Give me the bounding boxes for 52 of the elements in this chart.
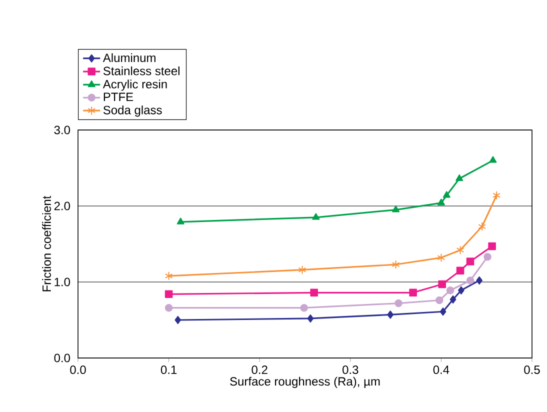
point xyxy=(174,316,182,324)
point xyxy=(392,206,400,212)
point xyxy=(450,295,456,304)
x-tick-label: 0.3 xyxy=(342,366,358,374)
point xyxy=(489,156,497,163)
point xyxy=(435,296,444,304)
point xyxy=(300,304,308,312)
point xyxy=(394,299,402,308)
point xyxy=(176,218,184,224)
point xyxy=(456,246,464,255)
legend-label: Stainless steel xyxy=(103,66,180,76)
point xyxy=(488,242,496,250)
y-tick-label: 3.0 xyxy=(54,126,70,134)
y-tick-label: 0.0 xyxy=(54,354,70,362)
y-tick-label: 1.0 xyxy=(54,278,70,286)
x-tick-label: 0.4 xyxy=(433,366,450,374)
point xyxy=(164,290,173,298)
y-tick-label: 2.0 xyxy=(54,202,70,210)
legend-label: Aluminum xyxy=(102,53,156,62)
legend-label: Soda glass xyxy=(103,106,162,117)
x-tick-label: 0.1 xyxy=(160,366,177,374)
x-axis-title: Surface roughness (Ra), µm xyxy=(230,376,380,388)
legend-label: Acrylic resin xyxy=(102,80,167,91)
point xyxy=(164,304,173,312)
point xyxy=(312,213,320,220)
x-tick-label: 0.5 xyxy=(524,366,540,374)
point xyxy=(298,265,306,274)
x-tick-label: 0.0 xyxy=(70,366,86,374)
point xyxy=(440,308,446,316)
point xyxy=(392,260,400,270)
x-tick-label: 0.2 xyxy=(252,366,268,374)
point xyxy=(466,258,474,266)
point xyxy=(484,253,492,261)
point xyxy=(442,191,450,198)
point xyxy=(310,288,318,297)
point xyxy=(458,286,464,294)
point xyxy=(437,198,445,206)
point xyxy=(438,280,446,288)
point xyxy=(446,286,454,294)
point xyxy=(492,190,501,200)
y-axis-title: Friction coefficient xyxy=(42,196,51,292)
point xyxy=(476,276,483,285)
point xyxy=(456,174,464,182)
legend-label: PTFE xyxy=(104,92,134,102)
point xyxy=(437,253,446,262)
point xyxy=(456,266,464,274)
point xyxy=(466,276,474,284)
point xyxy=(307,314,314,323)
point xyxy=(164,271,173,280)
point xyxy=(409,288,417,297)
point xyxy=(478,222,486,232)
point xyxy=(387,310,394,319)
